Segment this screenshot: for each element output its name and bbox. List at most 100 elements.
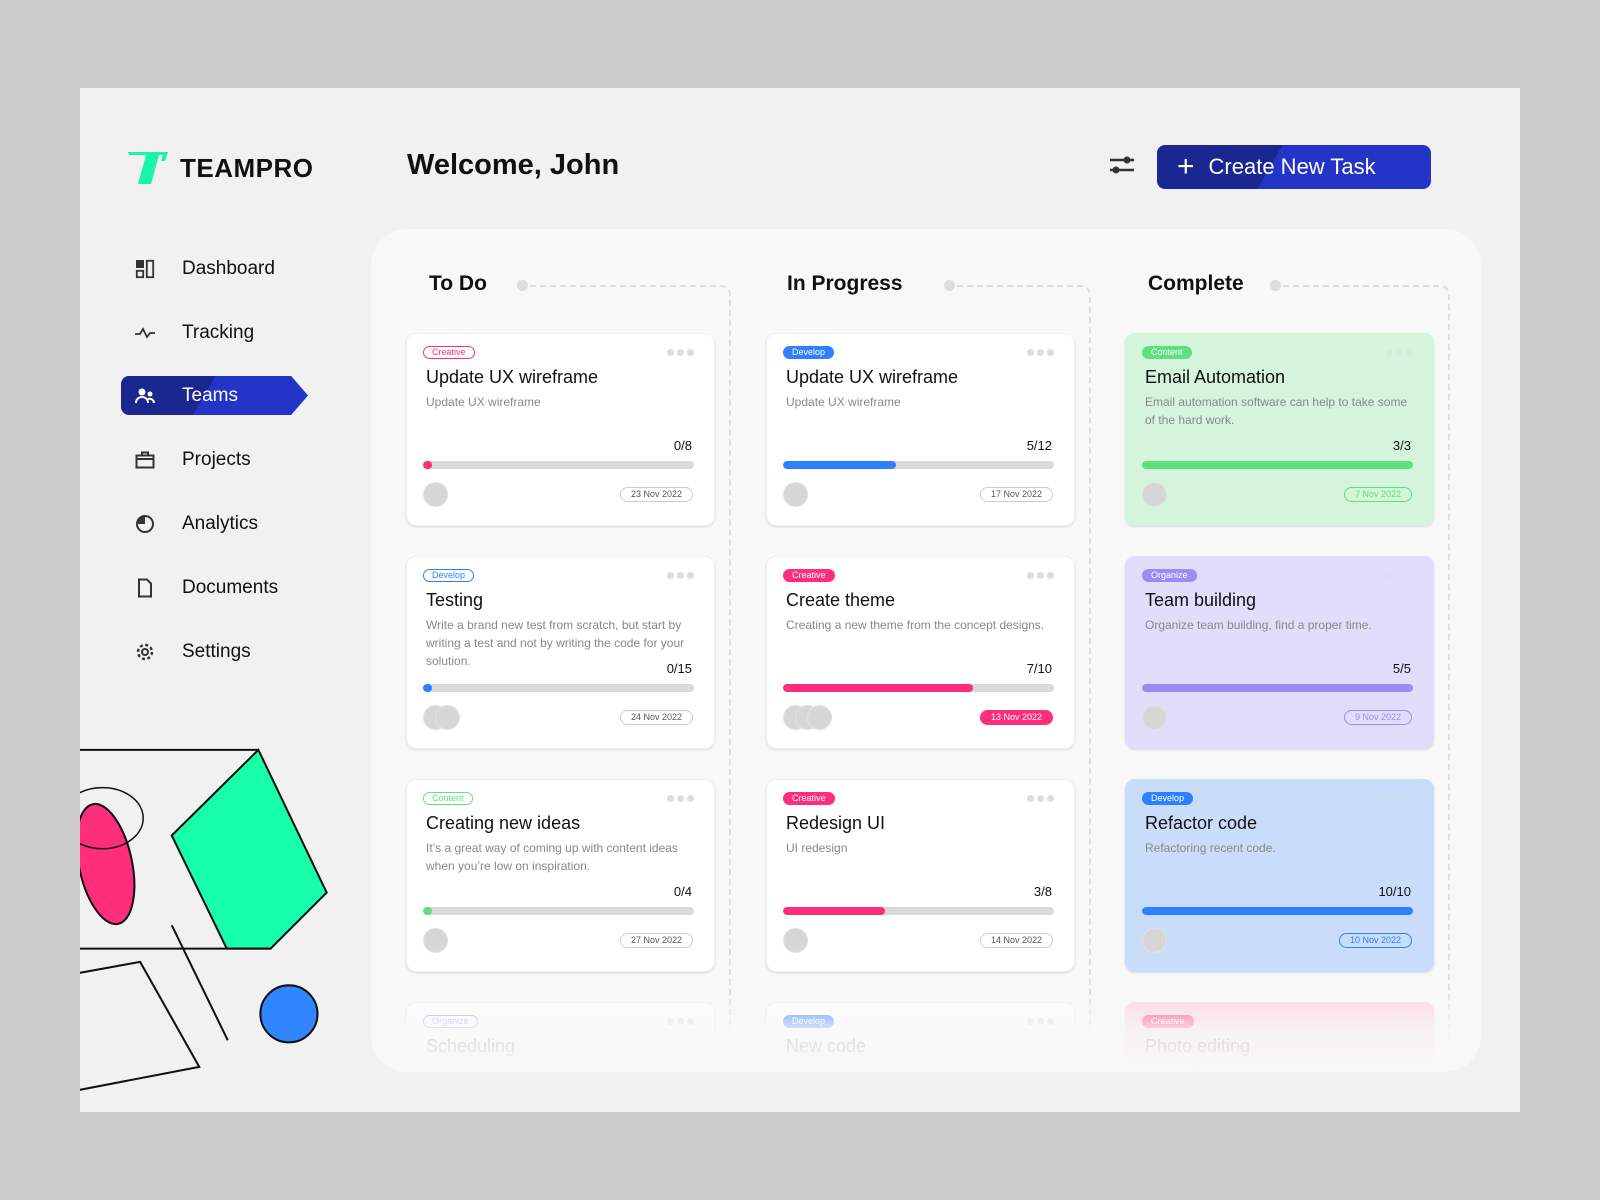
progress-count: 10/10	[1378, 884, 1411, 899]
create-new-task-button[interactable]: + Create New Task	[1157, 145, 1431, 189]
task-title: Photo editing	[1145, 1036, 1251, 1056]
task-card[interactable]: Develop Testing Write a brand new test fro…	[406, 556, 715, 749]
task-card[interactable]: Content Email Automation Email automation …	[1125, 333, 1434, 526]
more-options-icon[interactable]	[1027, 572, 1054, 579]
task-title: Refactor code	[1145, 813, 1258, 833]
progress-count: 3/8	[1033, 884, 1052, 899]
due-date: 14 Nov 2022	[979, 933, 1053, 948]
progress-fill	[423, 684, 432, 692]
progress-fill	[783, 684, 973, 692]
sidebar-item-label: Tracking	[182, 321, 255, 343]
task-description: Update UX wireframe	[426, 395, 541, 409]
more-options-icon[interactable]	[1027, 1018, 1054, 1025]
sidebar-item-documents[interactable]: Documents	[121, 568, 308, 607]
activity-icon	[135, 326, 155, 339]
avatar[interactable]	[423, 928, 448, 953]
avatar[interactable]	[783, 928, 808, 953]
sidebar-item-settings[interactable]: Settings	[121, 632, 308, 671]
task-description: Update UX wireframe	[1145, 1064, 1260, 1072]
avatar[interactable]	[807, 705, 832, 730]
progress-count: 0/4	[673, 884, 692, 899]
avatar-group	[423, 928, 448, 953]
progress-bar	[423, 907, 694, 915]
pie-chart-icon	[136, 514, 154, 533]
avatar[interactable]	[783, 482, 808, 507]
sidebar-item-dashboard[interactable]: Dashboard	[121, 249, 308, 288]
avatar-group	[1142, 482, 1167, 507]
avatar-group	[423, 482, 448, 507]
tag-badge: Develop	[423, 569, 475, 582]
task-card[interactable]: Develop Update UX wireframe Update UX wire…	[766, 333, 1075, 526]
sidebar-item-label: Dashboard	[182, 257, 275, 279]
avatar[interactable]	[1142, 928, 1167, 953]
dashboard-icon	[135, 259, 155, 278]
create-new-task-label: Create New Task	[1208, 154, 1376, 179]
task-title: Team building	[1145, 590, 1257, 610]
task-description: UI redesign	[786, 841, 848, 855]
progress-bar	[1142, 907, 1413, 915]
sidebar-item-label: Teams	[182, 384, 238, 406]
tag-badge: Content	[1142, 346, 1192, 359]
task-title: Scheduling	[426, 1036, 516, 1056]
sidebar-item-analytics[interactable]: Analytics	[121, 504, 308, 543]
column-dot	[1270, 280, 1281, 291]
task-card[interactable]: Creative Update UX wireframe Update UX wir…	[406, 333, 715, 526]
due-date: 13 Nov 2022	[979, 710, 1053, 725]
more-options-icon[interactable]	[667, 572, 694, 579]
more-options-icon[interactable]	[1386, 572, 1413, 579]
avatar-group	[783, 482, 808, 507]
column-dot	[943, 280, 955, 291]
sidebar-item-tracking[interactable]: Tracking	[121, 313, 308, 352]
column-dot	[516, 280, 528, 291]
task-card[interactable]: Develop New code Update UX wireframe	[766, 1002, 1075, 1072]
progress-bar	[1142, 461, 1413, 469]
task-description: It’s a great way of coming up with conte…	[426, 841, 678, 873]
avatar[interactable]	[1142, 705, 1167, 730]
more-options-icon[interactable]	[1386, 349, 1413, 356]
app-window: TEAMPRO Welcome, John + Create New Task …	[80, 88, 1520, 1112]
sidebar-item-teams[interactable]: Teams	[121, 376, 308, 415]
task-title: Update UX wireframe	[786, 367, 959, 387]
more-options-icon[interactable]	[1386, 795, 1413, 802]
task-card[interactable]: Content Creating new ideas It’s a great wa…	[406, 779, 715, 972]
more-options-icon[interactable]	[667, 1018, 694, 1025]
avatar[interactable]	[1142, 482, 1167, 507]
task-title: New code	[786, 1036, 867, 1056]
due-date: 23 Nov 2022	[619, 487, 693, 502]
sliders-icon[interactable]	[1109, 153, 1135, 177]
more-options-icon[interactable]	[1027, 349, 1054, 356]
due-date: 9 Nov 2022	[1343, 710, 1412, 725]
progress-fill	[783, 461, 896, 469]
due-date: 17 Nov 2022	[979, 487, 1053, 502]
sidebar-item-projects[interactable]: Projects	[121, 440, 308, 479]
more-options-icon[interactable]	[667, 795, 694, 802]
task-description: Creating a new theme from the concept de…	[786, 618, 1045, 632]
progress-bar	[783, 684, 1054, 692]
task-card[interactable]: Creative Create theme Creating a new theme…	[766, 556, 1075, 749]
tag-badge: Creative	[423, 346, 475, 359]
avatar[interactable]	[435, 705, 460, 730]
task-card[interactable]: Creative Photo editing Update UX wireframe	[1125, 1002, 1434, 1072]
task-card[interactable]: Organize Scheduling Update UX wireframe	[406, 1002, 715, 1072]
progress-count: 0/15	[666, 661, 692, 676]
progress-count: 3/3	[1392, 438, 1411, 453]
task-card[interactable]: Develop Refactor code Refactoring recent c…	[1125, 779, 1434, 972]
task-card[interactable]: Organize Team building Organize team build…	[1125, 556, 1434, 749]
task-title: Email Automation	[1145, 367, 1286, 387]
column-title: To Do	[429, 272, 487, 295]
avatar-group	[783, 705, 832, 730]
tag-badge: Organize	[1142, 569, 1197, 582]
gear-icon	[136, 643, 154, 660]
briefcase-icon	[135, 451, 155, 468]
task-description: Update UX wireframe	[426, 1064, 541, 1072]
logo[interactable]: TEAMPRO	[126, 151, 314, 185]
more-options-icon[interactable]	[1027, 795, 1054, 802]
tag-badge: Content	[423, 792, 473, 805]
task-card[interactable]: Creative Redesign UI UI redesign 3/8 14 Nov …	[766, 779, 1075, 972]
more-options-icon[interactable]	[667, 349, 694, 356]
document-icon	[138, 578, 152, 597]
more-options-icon[interactable]	[1386, 1018, 1413, 1025]
avatar[interactable]	[423, 482, 448, 507]
task-description: Update UX wireframe	[786, 395, 901, 409]
logo-icon	[128, 152, 168, 184]
